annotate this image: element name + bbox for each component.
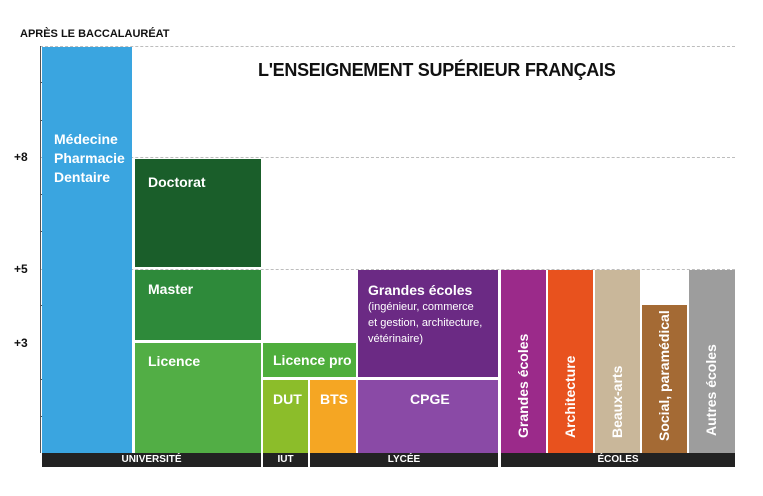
block-doctorat: Doctorat (135, 159, 261, 267)
band-ecoles: ÉCOLES (501, 453, 735, 467)
beaux-arts-label: Beaux-arts (609, 365, 625, 438)
block-ecoles-grandes: Grandes écoles (501, 270, 546, 453)
dut-label: DUT (273, 391, 302, 407)
band-universite: UNIVERSITÉ (42, 453, 261, 467)
y-label-3: +3 (14, 336, 28, 350)
block-medecine: Médecine Pharmacie Dentaire (42, 47, 132, 453)
block-licence: Licence (135, 343, 261, 453)
gridline-8 (40, 157, 735, 158)
block-social: Social, paramédical (642, 305, 687, 453)
block-master: Master (135, 270, 261, 340)
block-cpge: CPGE (358, 380, 498, 453)
social-label: Social, paramédical (656, 310, 672, 441)
block-beaux-arts: Beaux-arts (595, 270, 640, 453)
master-label: Master (148, 281, 194, 297)
licence-pro-label: Licence pro (273, 352, 352, 368)
y-label-8: +8 (14, 150, 28, 164)
y-label-5: +5 (14, 262, 28, 276)
grandes-ecoles-detail-1: (ingénieur, commerce (368, 301, 474, 313)
block-bts: BTS (310, 380, 356, 453)
band-lycee: LYCÉE (310, 453, 498, 467)
gridline-5 (40, 269, 735, 270)
header-label: APRÈS LE BACCALAURÉAT (20, 28, 170, 40)
medecine-line-3: Dentaire (54, 169, 111, 185)
licence-label: Licence (148, 353, 201, 369)
bts-label: BTS (320, 391, 348, 407)
grandes-ecoles-detail-3: vétérinaire) (368, 333, 424, 345)
page-title: L'ENSEIGNEMENT SUPÉRIEUR FRANÇAIS (258, 60, 616, 80)
block-architecture: Architecture (548, 270, 593, 453)
medecine-line-2: Pharmacie (54, 150, 125, 166)
medecine-line-1: Médecine (54, 131, 118, 147)
autres-label: Autres écoles (703, 344, 719, 436)
cpge-label: CPGE (410, 391, 450, 407)
block-autres: Autres écoles (689, 270, 735, 453)
block-dut: DUT (263, 380, 308, 453)
grandes-ecoles-title: Grandes écoles (368, 282, 473, 298)
band-iut: IUT (263, 453, 308, 467)
doctorat-label: Doctorat (148, 174, 206, 190)
y-axis (40, 46, 41, 453)
grandes-ecoles-detail-2: et gestion, architecture, (368, 317, 483, 329)
block-grandes-ecoles: Grandes écoles (ingénieur, commerce et g… (358, 270, 498, 377)
ecoles-grandes-label: Grandes écoles (515, 333, 531, 438)
architecture-label: Architecture (562, 355, 578, 438)
gridline-top (40, 46, 735, 47)
block-licence-pro: Licence pro (263, 343, 356, 377)
